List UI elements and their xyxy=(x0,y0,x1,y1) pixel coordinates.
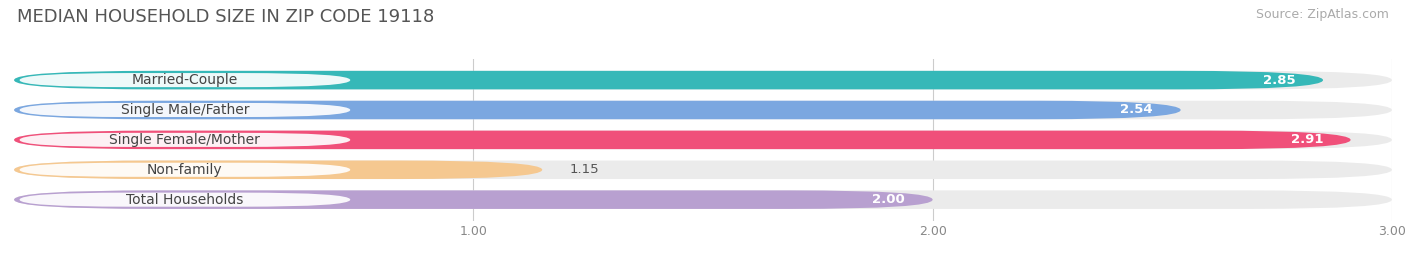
FancyBboxPatch shape xyxy=(20,73,350,87)
FancyBboxPatch shape xyxy=(14,190,1392,209)
Text: Married-Couple: Married-Couple xyxy=(132,73,238,87)
FancyBboxPatch shape xyxy=(14,71,1323,89)
FancyBboxPatch shape xyxy=(14,101,1181,119)
FancyBboxPatch shape xyxy=(14,71,1392,89)
Text: 2.91: 2.91 xyxy=(1291,133,1323,146)
FancyBboxPatch shape xyxy=(14,190,932,209)
Text: Total Households: Total Households xyxy=(127,193,243,207)
FancyBboxPatch shape xyxy=(20,103,350,117)
Text: 2.85: 2.85 xyxy=(1263,74,1295,87)
FancyBboxPatch shape xyxy=(14,131,1351,149)
Text: 2.00: 2.00 xyxy=(872,193,905,206)
Text: 1.15: 1.15 xyxy=(569,163,599,176)
Text: Non-family: Non-family xyxy=(148,163,222,177)
FancyBboxPatch shape xyxy=(20,193,350,207)
FancyBboxPatch shape xyxy=(14,161,1392,179)
Text: 2.54: 2.54 xyxy=(1121,104,1153,116)
FancyBboxPatch shape xyxy=(20,133,350,147)
FancyBboxPatch shape xyxy=(14,161,543,179)
Text: Single Female/Mother: Single Female/Mother xyxy=(110,133,260,147)
Text: MEDIAN HOUSEHOLD SIZE IN ZIP CODE 19118: MEDIAN HOUSEHOLD SIZE IN ZIP CODE 19118 xyxy=(17,8,434,26)
FancyBboxPatch shape xyxy=(14,101,1392,119)
FancyBboxPatch shape xyxy=(14,131,1392,149)
FancyBboxPatch shape xyxy=(20,163,350,177)
Text: Single Male/Father: Single Male/Father xyxy=(121,103,249,117)
Text: Source: ZipAtlas.com: Source: ZipAtlas.com xyxy=(1256,8,1389,21)
